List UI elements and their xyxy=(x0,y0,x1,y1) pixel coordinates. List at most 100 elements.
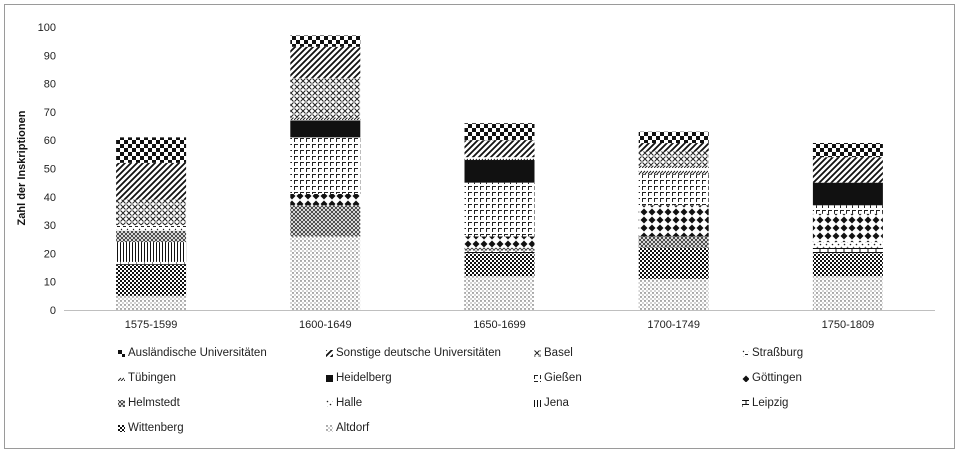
legend-label: Altdorf xyxy=(336,422,370,434)
bar-segment xyxy=(638,278,709,310)
y-tick-label: 70 xyxy=(44,107,56,119)
legend-item: Helmstedt xyxy=(118,397,180,409)
bar-segment xyxy=(116,230,187,243)
legend-item: Tübingen xyxy=(118,372,176,384)
x-tick-label: 1650-1699 xyxy=(473,319,526,331)
bar-segment xyxy=(638,151,709,166)
legend-item: Halle xyxy=(326,397,362,409)
legend-item: Jena xyxy=(534,397,569,409)
y-tick-label: 0 xyxy=(50,305,56,317)
legend-swatch xyxy=(118,399,125,407)
bar-segment xyxy=(812,143,883,158)
legend-item: Göttingen xyxy=(742,372,802,384)
bar-segment xyxy=(290,193,361,206)
bar-segment xyxy=(638,247,709,279)
bar-segment xyxy=(290,35,361,47)
legend-swatch xyxy=(534,399,541,407)
legend-swatch xyxy=(534,374,541,382)
legend-item: Wittenberg xyxy=(118,422,184,434)
bar-segment xyxy=(638,131,709,144)
bar-segment xyxy=(812,205,883,214)
legend-swatch xyxy=(742,349,749,357)
legend-item: Gießen xyxy=(534,372,582,384)
x-tick-label: 1575-1599 xyxy=(125,319,178,331)
legend-label: Straßburg xyxy=(752,347,804,359)
legend-label: Helmstedt xyxy=(128,397,180,409)
bar-segment xyxy=(290,137,361,194)
legend-label: Ausländische Universitäten xyxy=(128,347,267,359)
bar-segment xyxy=(464,182,535,237)
bar-segment xyxy=(116,261,187,265)
legend-swatch xyxy=(326,349,333,357)
x-tick-label: 1700-1749 xyxy=(647,319,700,331)
bar-segment xyxy=(638,205,709,237)
legend-item: Leipzig xyxy=(742,397,788,409)
legend-swatch xyxy=(742,374,749,382)
legend-label: Sonstige deutsche Universitäten xyxy=(336,347,501,359)
bar-segment xyxy=(116,162,187,200)
bar-segment xyxy=(464,123,535,141)
chart-bars xyxy=(116,35,883,310)
legend-label: Heidelberg xyxy=(336,372,392,384)
x-tick-label: 1750-1809 xyxy=(822,319,875,331)
bar-segment xyxy=(638,165,709,175)
bar-segment xyxy=(812,157,883,183)
bar-segment xyxy=(464,247,535,251)
legend-label: Wittenberg xyxy=(128,422,184,434)
bar-segment xyxy=(116,199,187,226)
legend-item: Sonstige deutsche Universitäten xyxy=(326,347,501,359)
bar-segment xyxy=(290,77,361,118)
legend-swatch xyxy=(326,374,333,382)
bar-segment xyxy=(116,137,187,163)
bar-segment xyxy=(812,213,883,243)
legend-item: Ausländische Universitäten xyxy=(118,347,267,359)
y-tick-label: 80 xyxy=(44,79,56,91)
bar-segment xyxy=(290,117,361,121)
legend-label: Basel xyxy=(544,347,573,359)
legend-swatch xyxy=(118,374,125,382)
x-tick-label: 1600-1649 xyxy=(299,319,352,331)
bar-segment xyxy=(812,242,883,248)
y-tick-label: 50 xyxy=(44,164,56,176)
y-tick-label: 60 xyxy=(44,135,56,147)
bar-segment xyxy=(116,225,187,231)
bar-segment xyxy=(464,140,535,158)
bar-segment xyxy=(290,205,361,237)
bar-segment xyxy=(638,174,709,206)
legend-item: Basel xyxy=(534,347,573,359)
legend-swatch xyxy=(118,424,125,432)
bar-segment xyxy=(812,247,883,254)
y-tick-label: 90 xyxy=(44,50,56,62)
y-tick-label: 10 xyxy=(44,277,56,289)
legend-swatch xyxy=(326,399,333,407)
chart-axes: 0 10 20 30 40 50 60 70 80 90 100 1575-1599 1600-1649… xyxy=(38,22,935,331)
bar-segment xyxy=(116,295,187,310)
bar-segment xyxy=(464,276,535,310)
bar-segment xyxy=(464,236,535,248)
legend-item: Altdorf xyxy=(326,422,369,434)
bar-segment xyxy=(116,242,187,262)
bar-segment xyxy=(464,160,535,183)
legend-label: Göttingen xyxy=(752,372,802,384)
y-tick-label: 40 xyxy=(44,192,56,204)
legend-swatch xyxy=(118,349,125,357)
bar-segment xyxy=(638,236,709,248)
bar-segment xyxy=(812,276,883,310)
legend-label: Gießen xyxy=(544,372,582,384)
legend-item: Straßburg xyxy=(742,347,803,359)
bar-segment xyxy=(464,253,535,277)
legend-label: Jena xyxy=(544,397,569,409)
bar-segment xyxy=(116,264,187,296)
legend-swatch xyxy=(742,399,749,407)
y-tick-label: 100 xyxy=(38,22,56,34)
legend-label: Halle xyxy=(336,397,363,409)
legend-label: Leipzig xyxy=(752,397,789,409)
legend-item: Heidelberg xyxy=(326,372,392,384)
legend-swatch xyxy=(326,424,333,432)
bar-segment xyxy=(812,253,883,277)
y-tick-label: 30 xyxy=(44,220,56,232)
legend-label: Tübingen xyxy=(128,372,176,384)
bar-segment xyxy=(812,182,883,206)
bar-segment xyxy=(290,236,361,310)
